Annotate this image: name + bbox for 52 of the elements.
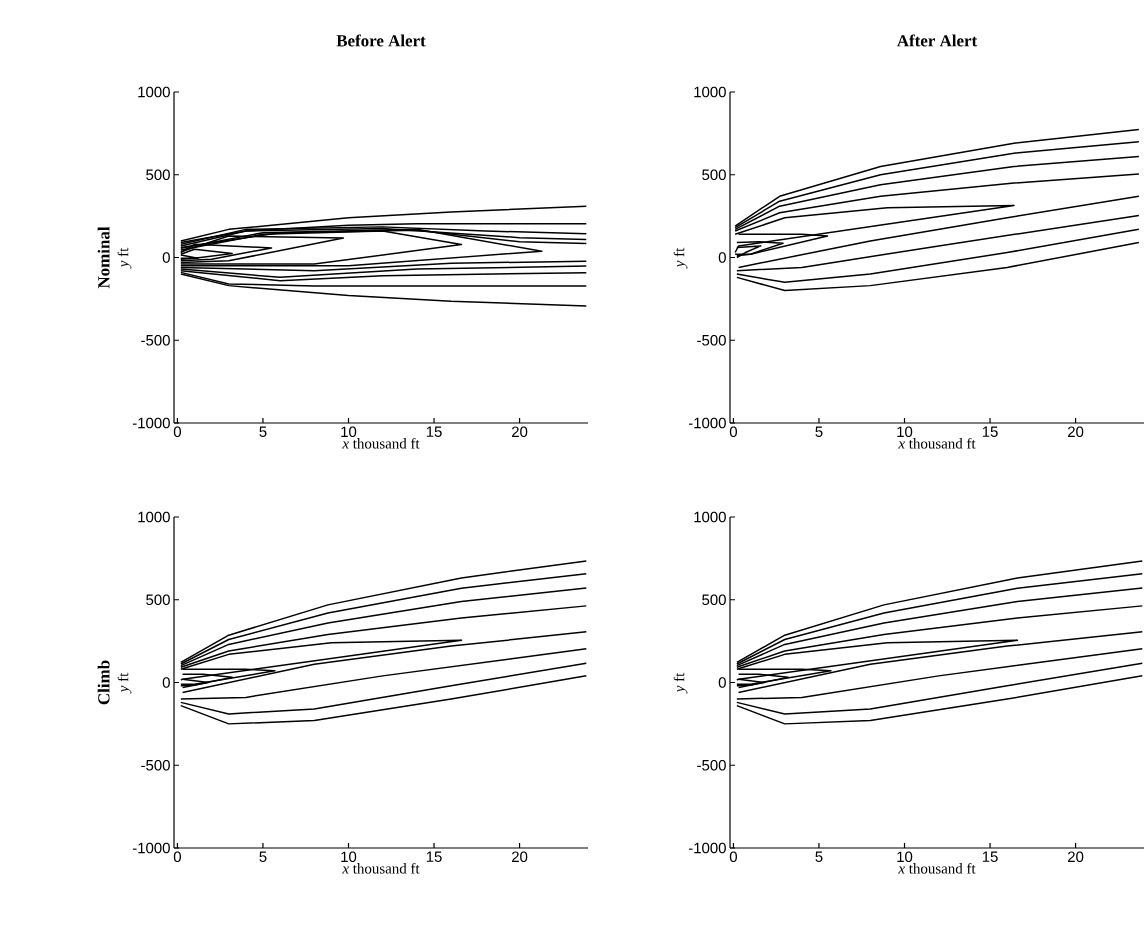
x-tick-label: 0 — [173, 426, 181, 438]
y-tick-label: 1000 — [694, 511, 726, 523]
x-axis-title: x thousand ft — [342, 862, 420, 874]
y-tick-label: 500 — [146, 169, 170, 181]
y-tick-label: -1000 — [132, 842, 170, 854]
x-tick-label: 15 — [982, 426, 998, 437]
x-tick-label: 0 — [729, 851, 737, 863]
x-tick-label: 20 — [1068, 851, 1084, 863]
y-tick-label: 0 — [162, 677, 170, 688]
y-axis-title: y ft — [673, 672, 688, 694]
y-tick-label: 0 — [718, 677, 726, 688]
text: Nominal — [97, 226, 110, 289]
x-tick-label: 5 — [815, 851, 823, 862]
x-tick-label: 20 — [512, 426, 528, 438]
x-tick-label: 5 — [259, 426, 267, 437]
y-tick-label: 1000 — [138, 511, 170, 523]
x-tick-label: 0 — [173, 851, 181, 863]
chart-title: After Alert — [896, 34, 978, 47]
x-axis-title: x thousand ft — [898, 437, 976, 449]
x-tick-label: 15 — [982, 851, 998, 862]
x-tick-label: 5 — [815, 426, 823, 437]
x-tick-label: 10 — [897, 426, 913, 438]
x-tick-label: 20 — [1068, 426, 1084, 438]
y-tick-label: -500 — [141, 759, 170, 771]
y-tick-label: 0 — [718, 252, 726, 263]
y-tick-label: 500 — [702, 594, 726, 606]
y-tick-label: 0 — [162, 252, 170, 263]
y-tick-label: -500 — [697, 759, 726, 771]
x-tick-label: 10 — [341, 426, 357, 438]
x-tick-label: 10 — [341, 851, 357, 863]
x-tick-label: 10 — [897, 851, 913, 863]
y-tick-label: -1000 — [688, 842, 726, 854]
x-axis-title: x thousand ft — [898, 862, 976, 874]
x-tick-label: 5 — [259, 851, 267, 862]
y-axis-title: y ft — [117, 247, 132, 269]
text: Climb — [97, 660, 110, 705]
x-tick-label: 20 — [512, 851, 528, 863]
y-tick-label: -1000 — [688, 417, 726, 429]
y-tick-label: -500 — [697, 334, 726, 346]
y-tick-label: 500 — [146, 594, 170, 606]
y-tick-label: 1000 — [138, 86, 170, 98]
y-tick-label: -1000 — [132, 417, 170, 429]
y-tick-label: -500 — [141, 334, 170, 346]
chart-title: Before Alert — [336, 34, 426, 47]
x-tick-label: 15 — [426, 426, 442, 437]
x-tick-label: 15 — [426, 851, 442, 862]
x-tick-label: 0 — [729, 426, 737, 438]
x-axis-title: x thousand ft — [342, 437, 420, 449]
y-tick-label: 1000 — [694, 86, 726, 98]
y-tick-label: 500 — [702, 169, 726, 181]
y-axis-title: y ft — [673, 247, 688, 269]
y-axis-title: y ft — [117, 672, 132, 694]
